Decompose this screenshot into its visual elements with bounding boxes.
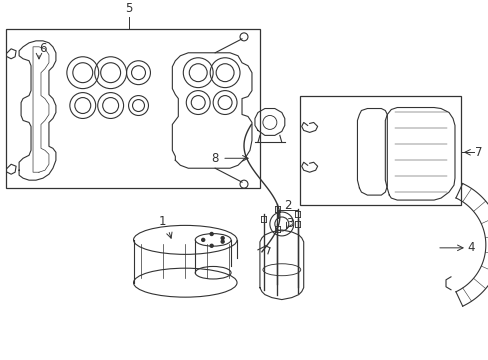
Text: 2: 2 (284, 199, 291, 212)
Text: 3: 3 (285, 217, 293, 230)
Text: 8: 8 (211, 152, 219, 165)
Circle shape (210, 244, 213, 247)
Circle shape (221, 240, 224, 243)
Bar (299, 95, 460, 205)
Text: 1: 1 (158, 216, 166, 229)
Circle shape (201, 238, 204, 241)
Text: 4: 4 (466, 241, 474, 255)
Text: 6: 6 (39, 42, 47, 55)
Circle shape (221, 237, 224, 240)
Bar (6, 29, 260, 188)
Circle shape (210, 233, 213, 235)
Text: 7: 7 (474, 146, 482, 159)
Text: 5: 5 (124, 3, 132, 15)
